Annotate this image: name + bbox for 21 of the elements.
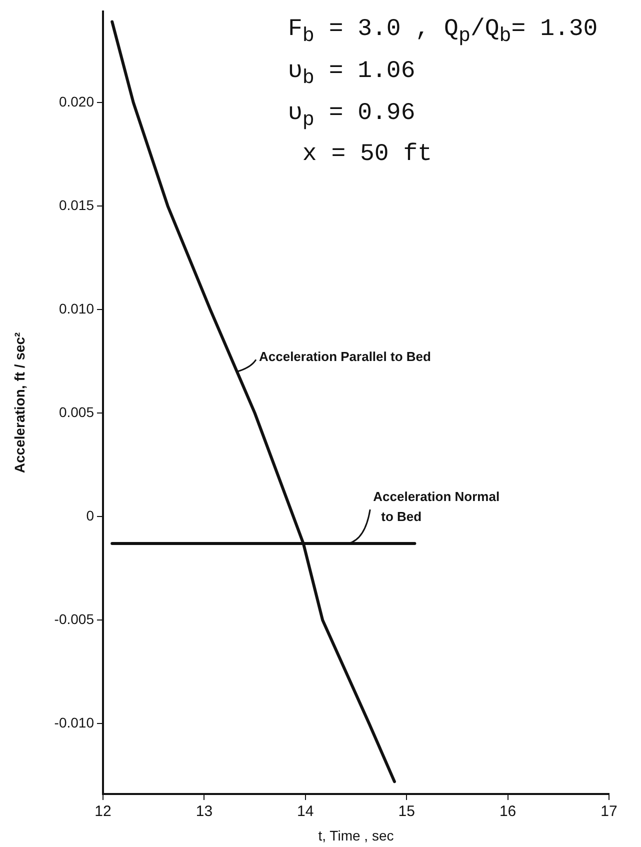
y-tick-label: 0.010 [58, 300, 94, 316]
legend-label: Acceleration Parallel to Bed [258, 349, 431, 364]
y-tick-label: -0.010 [54, 714, 94, 730]
x-tick-label: 13 [196, 803, 213, 820]
annotation: F$_{b}$ = 3.0 , Q$_{p}$/Q$_{b}$= 1.30 [288, 15, 598, 50]
annotation: υ$_{p}$ = 0.96 [288, 98, 416, 134]
y-tick-label: 0.005 [58, 404, 94, 420]
y-tick-label: 0.015 [58, 196, 94, 213]
x-tick-label: 16 [499, 803, 516, 820]
annotation: x = 50 ft [301, 140, 434, 170]
annotation: υ$_{b}$ = 1.06 [288, 56, 416, 92]
y-tick-label: 0.020 [58, 93, 94, 110]
x-tick-label: 17 [600, 803, 618, 820]
x-tick-label: 14 [297, 803, 314, 820]
series-label: Acceleration Normal to Bed [373, 489, 500, 524]
x-axis-title: t, Time , sec [318, 827, 394, 844]
y-tick-label: 0 [86, 507, 94, 524]
x-tick-label: 12 [94, 803, 112, 820]
y-axis-title: Acceleration, ft / sec² [11, 332, 28, 474]
x-tick-label: 15 [398, 803, 415, 820]
y-tick-label: -0.005 [54, 610, 94, 627]
